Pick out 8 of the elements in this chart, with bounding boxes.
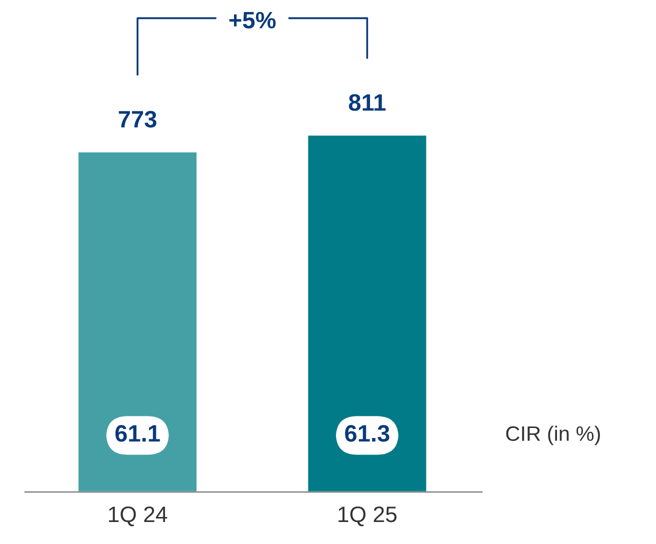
x-tick-label: 1Q 25	[338, 506, 397, 526]
annotation: 61.3	[345, 425, 390, 442]
text: +5%	[229, 12, 276, 28]
data-label: 773	[118, 110, 156, 128]
annotation: 61.1	[115, 425, 160, 442]
x-tick-label: 1Q 24	[108, 506, 168, 526]
data-label: 811	[348, 94, 386, 111]
text: CIR (in %)	[506, 426, 600, 446]
